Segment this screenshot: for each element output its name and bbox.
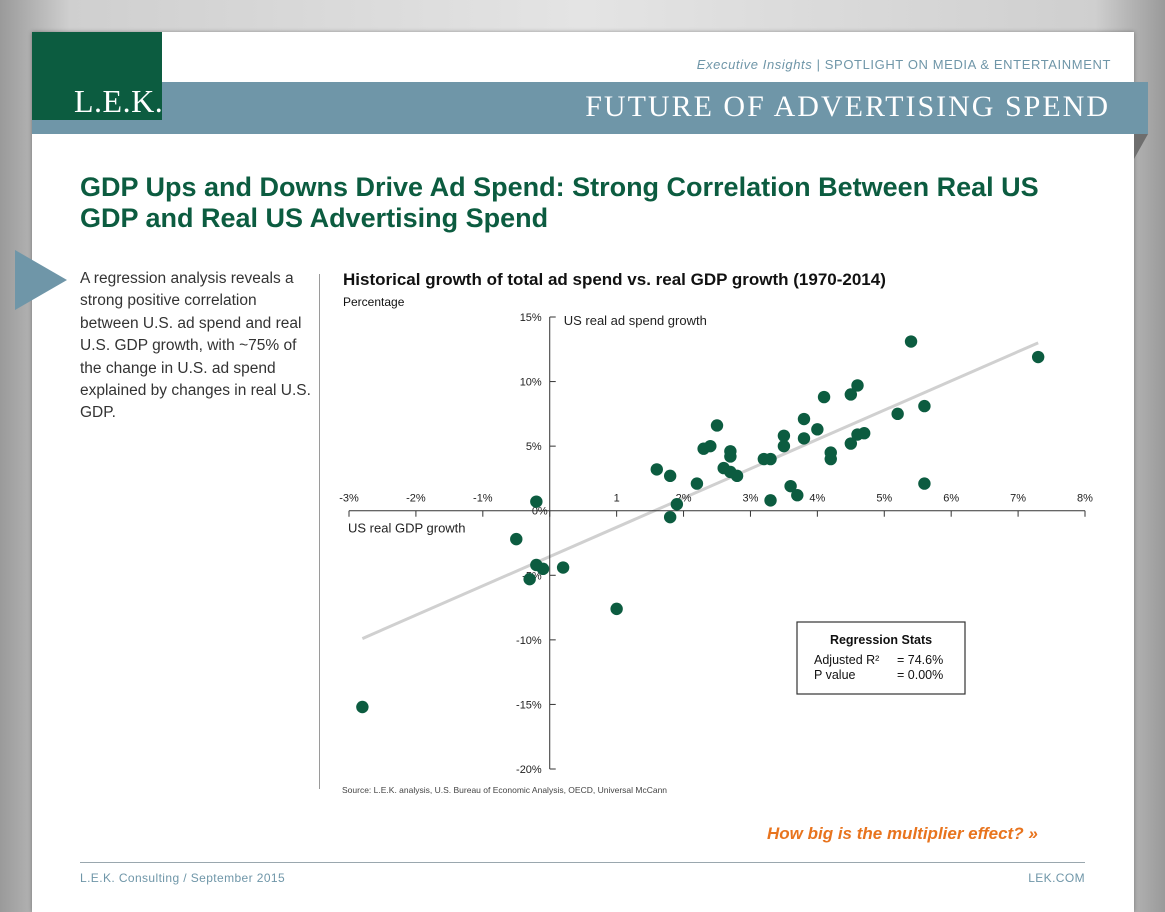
data-point (610, 602, 623, 616)
data-point (777, 429, 791, 443)
data-point (851, 379, 864, 392)
data-point (690, 477, 704, 490)
header-band: FUTURE OF ADVERTISING SPEND (162, 82, 1148, 134)
page-sheet (32, 32, 1134, 912)
data-point (904, 335, 918, 348)
data-point (510, 532, 523, 546)
regression-stats-box (796, 621, 966, 695)
intro-paragraph: A regression analysis reveals a strong p… (80, 270, 311, 422)
lek-logo[interactable]: L.E.K. (32, 32, 164, 120)
multiplier-effect-link[interactable]: How big is the multiplier effect? » (767, 824, 1038, 843)
x-tick-label: -1% (473, 493, 493, 505)
x-tick-label: -3% (339, 493, 359, 505)
y-tick-label: -20% (516, 764, 542, 776)
regression-stat-value: = 74.6% (897, 653, 943, 667)
data-point (710, 419, 724, 432)
footer-website-link[interactable]: LEK.COM (1028, 871, 1085, 885)
page-title: GDP Ups and Downs Drive Ad Spend: Strong… (80, 172, 1039, 233)
x-tick-label: 3% (743, 493, 759, 505)
data-point (530, 495, 543, 508)
data-point (536, 562, 550, 576)
y-tick-label: 10% (520, 377, 542, 389)
data-point (663, 469, 677, 483)
x-tick-label: 1 (614, 493, 620, 505)
x-tick-label: -2% (406, 493, 426, 505)
data-point (817, 390, 831, 404)
regression-stat-label: Adjusted R² (814, 653, 879, 667)
regression-stats-title: Regression Stats (830, 633, 932, 647)
play-arrow-icon (15, 250, 67, 310)
data-point (791, 489, 804, 502)
data-point (670, 498, 684, 511)
data-point (730, 469, 744, 483)
column-divider (319, 274, 320, 789)
data-point (523, 572, 536, 586)
y-tick-label: -10% (516, 635, 542, 647)
data-point (918, 477, 931, 490)
y-tick-label: 5% (526, 441, 542, 453)
data-point (811, 423, 824, 436)
x-tick-label: 0% (532, 506, 548, 518)
x-tick-label: 8% (1077, 493, 1093, 505)
tagline-series: Executive Insights (696, 57, 813, 72)
x-tick-label: 4% (809, 493, 825, 505)
footer-divider (80, 862, 1085, 863)
data-point (797, 432, 811, 445)
trend-line (361, 341, 1039, 640)
header-band-left (32, 120, 162, 134)
x-tick-label: 5% (876, 493, 892, 505)
data-point (764, 494, 777, 507)
data-point (824, 452, 837, 466)
report-title: FUTURE OF ADVERTISING SPEND (585, 90, 1110, 123)
y-tick-label: -15% (516, 699, 542, 711)
x-axis-label: US real GDP growth (348, 521, 466, 536)
data-point (858, 427, 871, 440)
x-tick-label: 6% (943, 493, 959, 505)
data-point (724, 450, 737, 463)
header-tagline: Executive Insights | SPOTLIGHT ON MEDIA … (697, 57, 1111, 72)
data-point (650, 463, 663, 476)
data-point (844, 437, 858, 450)
data-point (777, 439, 791, 453)
data-point (891, 407, 904, 421)
tagline-spotlight: | SPOTLIGHT ON MEDIA & ENTERTAINMENT (812, 57, 1111, 72)
chart-source: Source: L.E.K. analysis, U.S. Bureau of … (342, 785, 668, 795)
data-point (784, 479, 797, 493)
y-axis-label: US real ad spend growth (564, 313, 707, 328)
data-point (844, 388, 858, 401)
data-point (1031, 350, 1045, 364)
regression-stat-value: = 0.00% (897, 668, 943, 682)
x-tick-label: 7% (1010, 493, 1026, 505)
y-tick-label: 15% (520, 312, 542, 324)
data-point (918, 399, 931, 413)
data-point (797, 412, 811, 426)
footer-credit: L.E.K. Consulting / September 2015 (80, 871, 286, 885)
data-point (356, 700, 369, 714)
data-point (704, 439, 717, 453)
chart-subtitle: Percentage (343, 295, 405, 309)
data-point (663, 510, 677, 524)
logo-text: L.E.K. (74, 83, 164, 119)
data-point (764, 452, 777, 466)
chart-title: Historical growth of total ad spend vs. … (343, 270, 886, 289)
data-point (556, 561, 570, 574)
regression-stat-label: P value (814, 668, 856, 682)
